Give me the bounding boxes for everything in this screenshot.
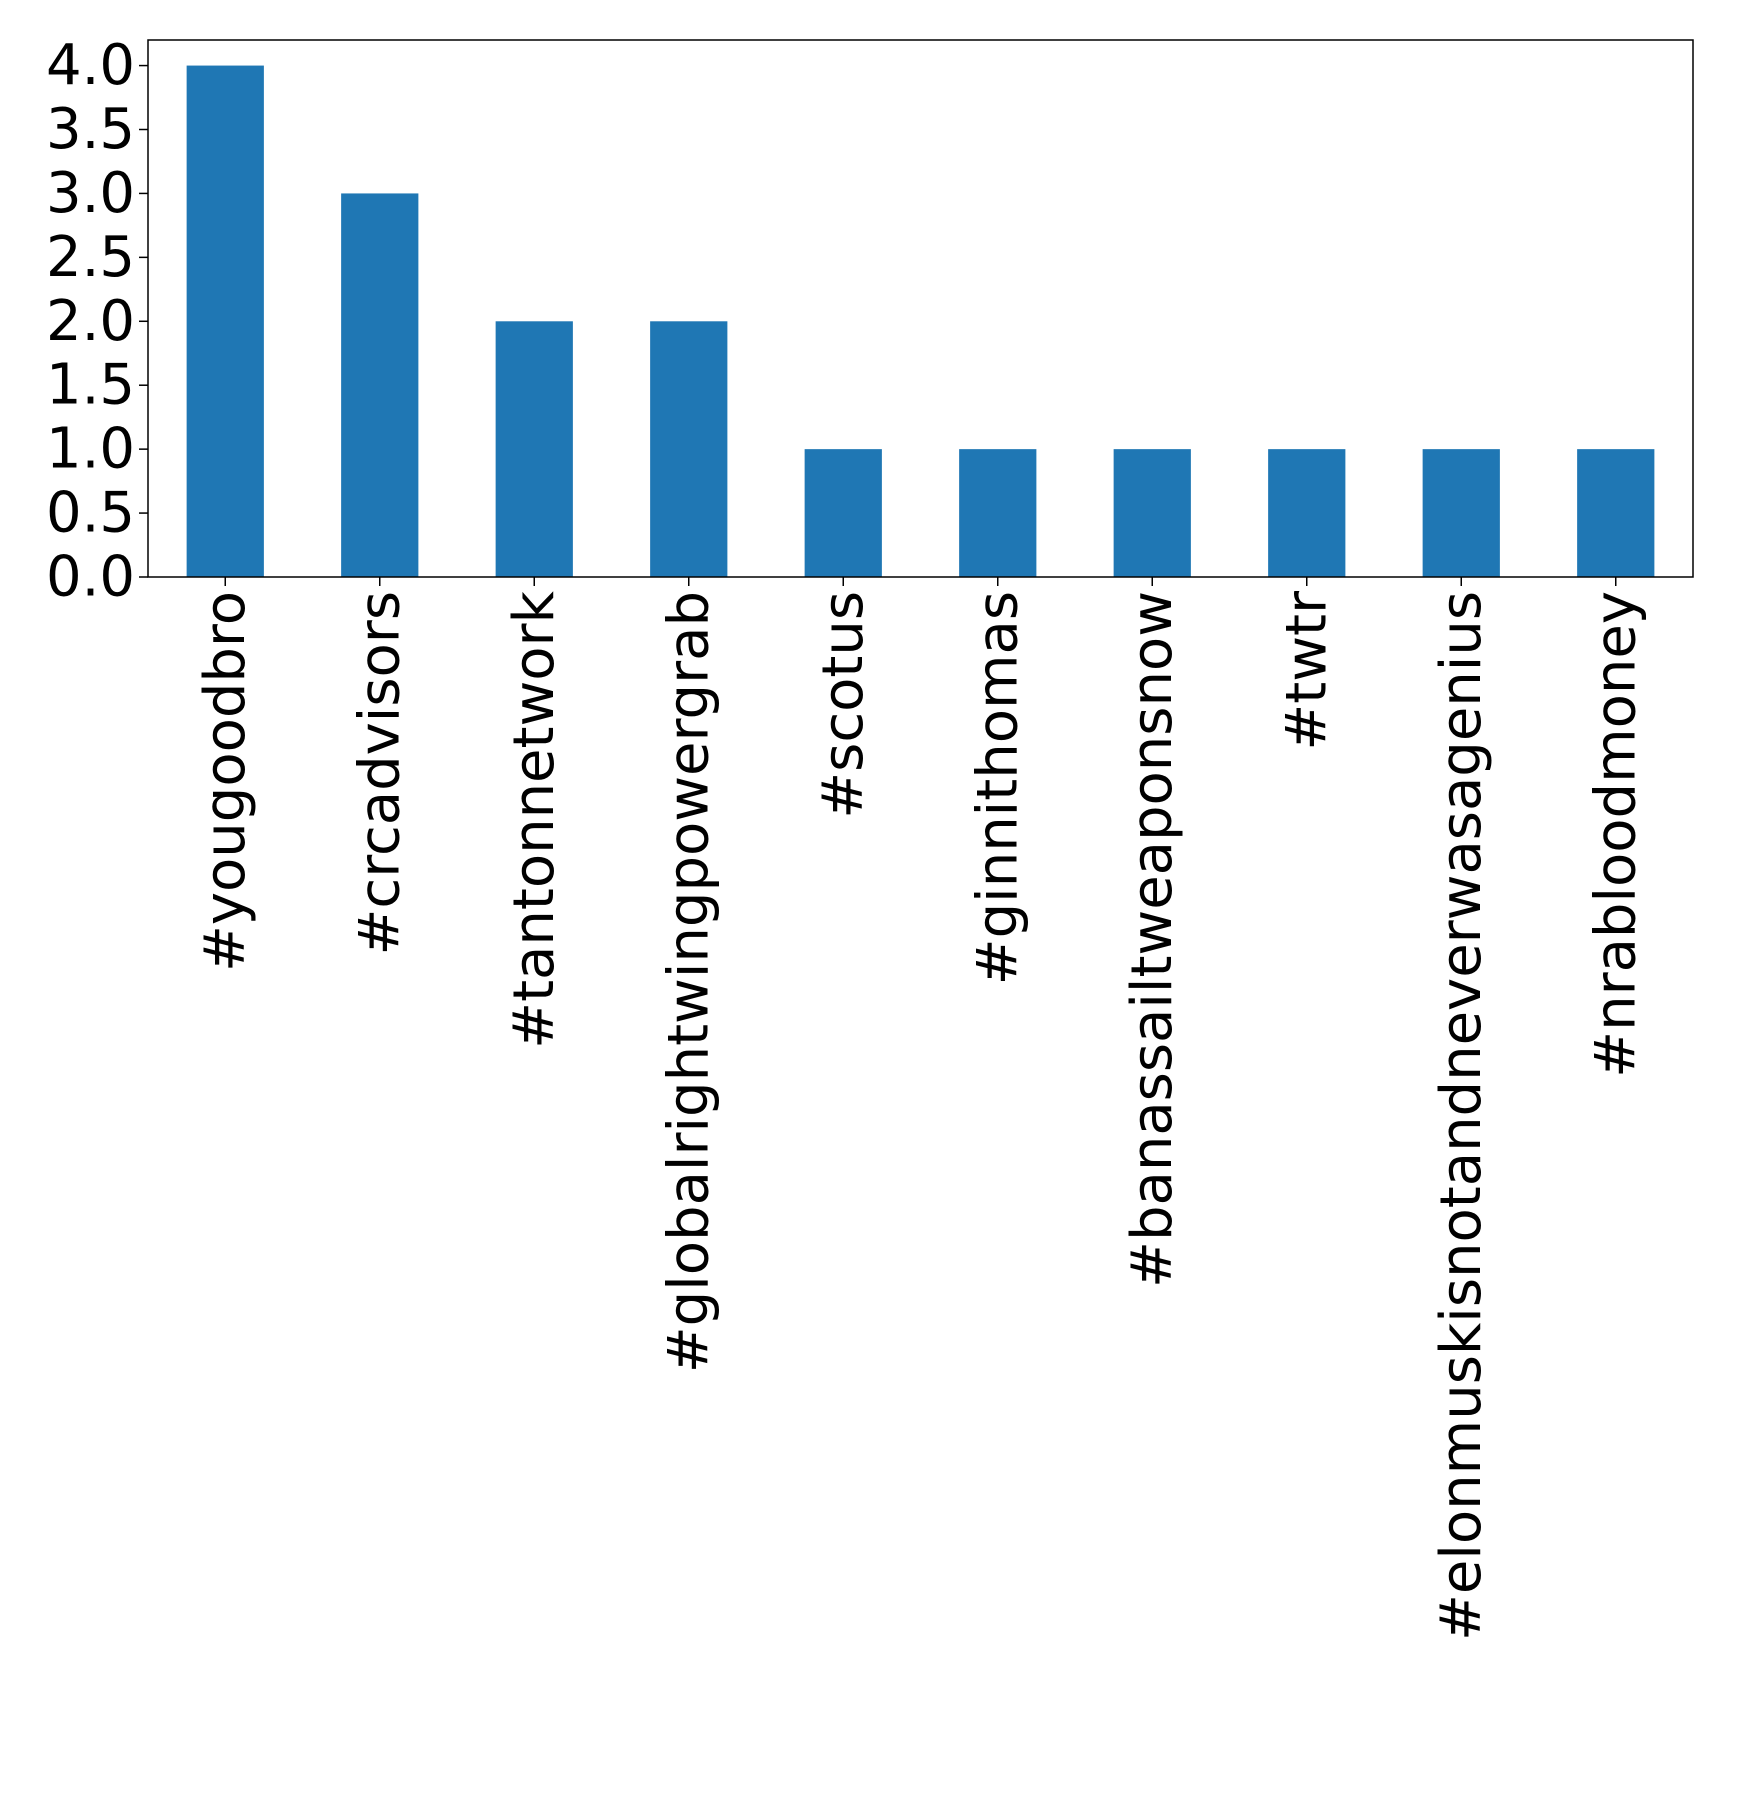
x-tick-label-5: #ginnithomas: [965, 591, 1030, 985]
y-tick-label-3: 1.5: [46, 353, 135, 418]
y-tick-label-8: 4.0: [46, 33, 135, 98]
bar-1: [341, 193, 419, 577]
x-axis-ticks: #yougoodbro #crcadvisors #tantonnetwork #gl…: [193, 577, 1648, 1641]
x-tick-label-6: #banassailtweaponsnow: [1120, 591, 1185, 1288]
x-tick-label-8: #elonmuskisnotandneverwasagenius: [1429, 591, 1494, 1641]
bar-7: [1268, 449, 1346, 577]
bar-9: [1577, 449, 1655, 577]
y-axis-ticks: 0.00.51.01.52.02.53.03.54.0: [46, 33, 148, 610]
bar-0: [186, 65, 264, 577]
bar-8: [1422, 449, 1500, 577]
plot-frame: [147, 39, 1694, 578]
x-tick-label-7: #twtr: [1274, 590, 1339, 751]
bar-5: [959, 449, 1037, 577]
y-tick-label-7: 3.5: [46, 97, 135, 162]
bar-4: [804, 449, 882, 577]
bar-6: [1113, 449, 1191, 577]
y-tick-label-4: 2.0: [46, 289, 135, 354]
x-tick-label-1: #crcadvisors: [347, 591, 412, 956]
x-tick-label-2: #tantonnetwork: [502, 590, 567, 1048]
x-tick-label-3: #globalrightwingpowergrab: [656, 591, 721, 1373]
y-tick-label-6: 3.0: [46, 161, 135, 226]
y-tick-label-2: 1.0: [46, 417, 135, 482]
y-tick-label-1: 0.5: [46, 481, 135, 546]
bars-layer: [186, 65, 1655, 577]
y-tick-label-0: 0.0: [46, 545, 135, 610]
axes-layer: [147, 39, 1694, 578]
bar-3: [650, 321, 728, 577]
y-tick-label-5: 2.5: [46, 225, 135, 290]
bar-2: [495, 321, 573, 577]
x-tick-label-4: #scotus: [811, 591, 876, 819]
x-tick-label-9: #nrabloodmoney: [1583, 591, 1648, 1078]
x-tick-label-0: #yougoodbro: [193, 591, 258, 972]
